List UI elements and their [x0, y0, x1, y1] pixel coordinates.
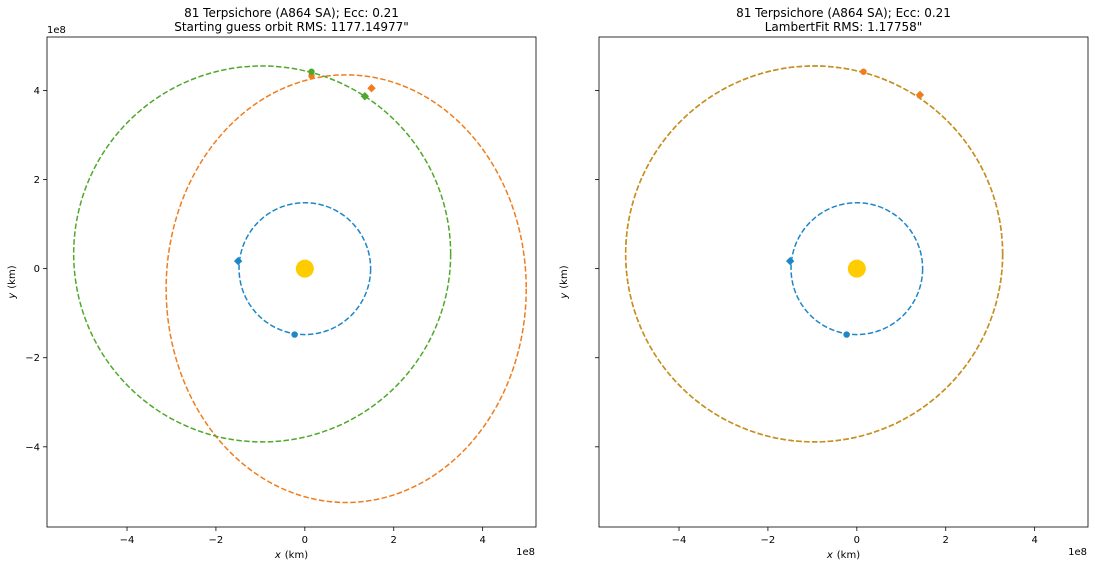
orbit-line-0 [238, 201, 372, 336]
chart-subtitle: Starting guess orbit RMS: 1177.14977" [174, 20, 409, 34]
position-marker-diamond-0 [233, 256, 243, 266]
chart-title: 81 Terpsichore (A864 SA); Ecc: 0.21 [184, 6, 399, 20]
chart-panel-left: 81 Terpsichore (A864 SA); Ecc: 0.21Start… [7, 6, 537, 561]
orbit-line-1 [165, 74, 527, 504]
plot-area [624, 65, 1004, 443]
orbit-line-0 [790, 201, 924, 336]
y-axis-label: y (km) [7, 265, 18, 299]
plot-frame [598, 36, 1089, 528]
chart-subtitle: LambertFit RMS: 1.17758" [765, 20, 923, 34]
position-marker-circle-1 [291, 331, 298, 338]
x-tick-label-0: −4 [672, 535, 687, 546]
x-offset-label: 1e8 [1068, 547, 1087, 558]
y-tick-label-1: −2 [25, 353, 40, 364]
x-offset-label: 1e8 [516, 547, 535, 558]
y-tick-label-0: −4 [25, 442, 40, 453]
y-tick-label-4: 4 [34, 86, 40, 97]
x-axis-label-unit: (km) [285, 550, 308, 561]
chart-title: 81 Terpsichore (A864 SA); Ecc: 0.21 [736, 6, 951, 20]
x-axis-label-unit: (km) [837, 550, 860, 561]
y-axis-label-unit: (km) [7, 265, 18, 288]
position-marker-diamond-0 [785, 256, 795, 266]
plot-area [72, 65, 527, 504]
x-tick-label-1: −2 [761, 535, 776, 546]
x-axis-label: x (km) [274, 550, 308, 561]
y-axis-label-unit: (km) [559, 265, 570, 288]
x-tick-label-2: 0 [854, 535, 860, 546]
position-marker-circle-1 [843, 331, 850, 338]
sun-marker [847, 259, 866, 278]
y-axis-label-var: y [559, 292, 570, 300]
x-tick-label-0: −4 [120, 535, 135, 546]
x-tick-label-4: 4 [1031, 535, 1037, 546]
position-marker-circle-4 [308, 68, 315, 75]
chart-panel-right: 81 Terpsichore (A864 SA); Ecc: 0.21Lambe… [559, 6, 1089, 561]
orbit-line-2 [72, 65, 452, 443]
y-axis-label-var: y [7, 292, 18, 300]
orbit-line-2 [624, 65, 1004, 443]
orbit-line-1 [624, 65, 1004, 443]
position-marker-diamond-3 [367, 84, 376, 93]
x-axis-label: x (km) [826, 550, 860, 561]
y-tick-label-2: 0 [34, 264, 40, 275]
plot-frame [46, 36, 537, 528]
y-tick-label-3: 2 [34, 175, 40, 186]
x-tick-label-3: 2 [943, 535, 949, 546]
x-tick-label-4: 4 [479, 535, 485, 546]
sun-marker [295, 259, 314, 278]
x-tick-label-2: 0 [302, 535, 308, 546]
x-tick-label-3: 2 [391, 535, 397, 546]
position-marker-diamond-5 [360, 92, 370, 101]
y-offset-label: 1e8 [47, 25, 66, 36]
x-axis-label-var: x [826, 550, 833, 561]
position-marker-circle-2 [860, 68, 867, 75]
position-marker-diamond-3 [915, 90, 925, 100]
y-axis-label: y (km) [559, 265, 570, 299]
x-axis-label-var: x [274, 550, 281, 561]
x-tick-label-1: −2 [209, 535, 224, 546]
